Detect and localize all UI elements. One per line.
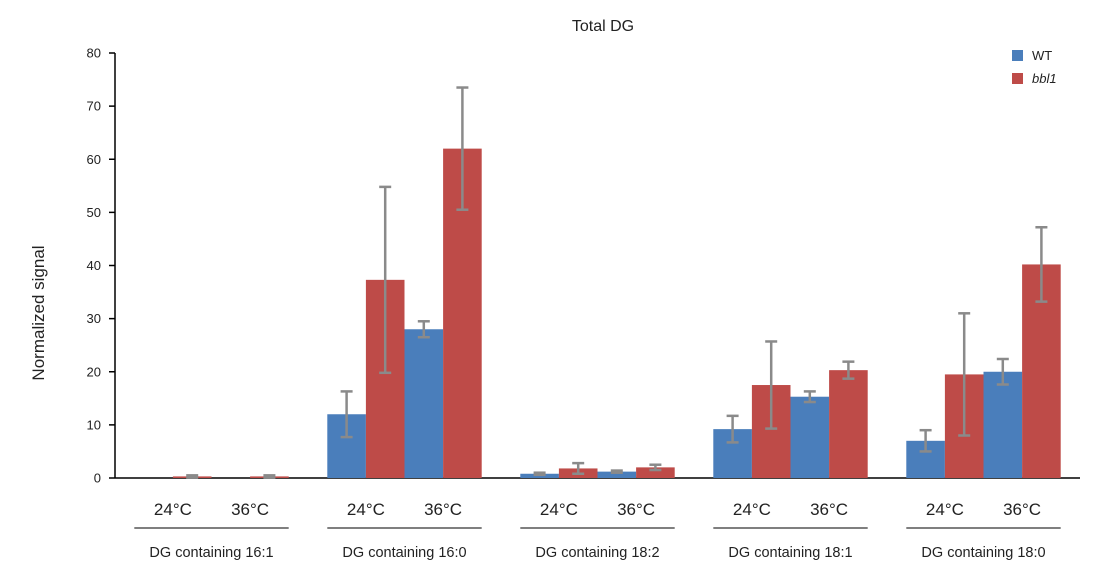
condition-label: 24°C	[154, 500, 192, 519]
condition-label: 24°C	[347, 500, 385, 519]
y-tick-label: 30	[87, 311, 101, 326]
legend-label-bbl1: bbl1	[1032, 71, 1057, 86]
legend-swatch-bbl1	[1012, 73, 1023, 84]
y-tick-label: 80	[87, 46, 101, 61]
bar-bbl1-7	[829, 370, 868, 478]
y-tick-label: 0	[94, 471, 101, 486]
group-label: DG containing 16:1	[149, 545, 273, 561]
condition-label: 24°C	[926, 500, 964, 519]
bar-wt-3	[404, 329, 444, 478]
condition-label: 36°C	[1003, 500, 1041, 519]
x-axis-labels: 24°C 36°C DG containing 16:1 24°C 36°C DG con…	[134, 500, 1061, 561]
y-axis-label: Normalized signal	[29, 245, 48, 380]
bar-wt-7	[790, 396, 830, 478]
y-tick-label: 50	[87, 205, 101, 220]
bar-wt-9	[983, 371, 1023, 478]
axes: 0 10 20 30 40 50 60 70 80	[87, 46, 1080, 486]
bars	[172, 148, 1061, 478]
legend-label-wt: WT	[1032, 48, 1052, 63]
y-tick-label: 70	[87, 99, 101, 114]
group-label: DG containing 16:0	[342, 545, 466, 561]
y-tick-label: 10	[87, 417, 101, 432]
bar-bbl1-5	[636, 467, 675, 478]
condition-label: 36°C	[810, 500, 848, 519]
condition-label: 36°C	[617, 500, 655, 519]
y-tick-label: 60	[87, 152, 101, 167]
group-label: DG containing 18:2	[535, 545, 659, 561]
legend: WT bbl1	[1012, 48, 1057, 86]
condition-label: 36°C	[231, 500, 269, 519]
error-bars	[186, 86, 1048, 479]
chart-title: Total DG	[572, 18, 634, 35]
condition-label: 24°C	[733, 500, 771, 519]
condition-label: 36°C	[424, 500, 462, 519]
legend-swatch-wt	[1012, 50, 1023, 61]
bar-wt-5	[597, 471, 637, 478]
y-tick-label: 40	[87, 258, 101, 273]
group-label: DG containing 18:0	[921, 545, 1045, 561]
group-label: DG containing 18:1	[728, 545, 852, 561]
condition-label: 24°C	[540, 500, 578, 519]
y-tick-label: 20	[87, 364, 101, 379]
